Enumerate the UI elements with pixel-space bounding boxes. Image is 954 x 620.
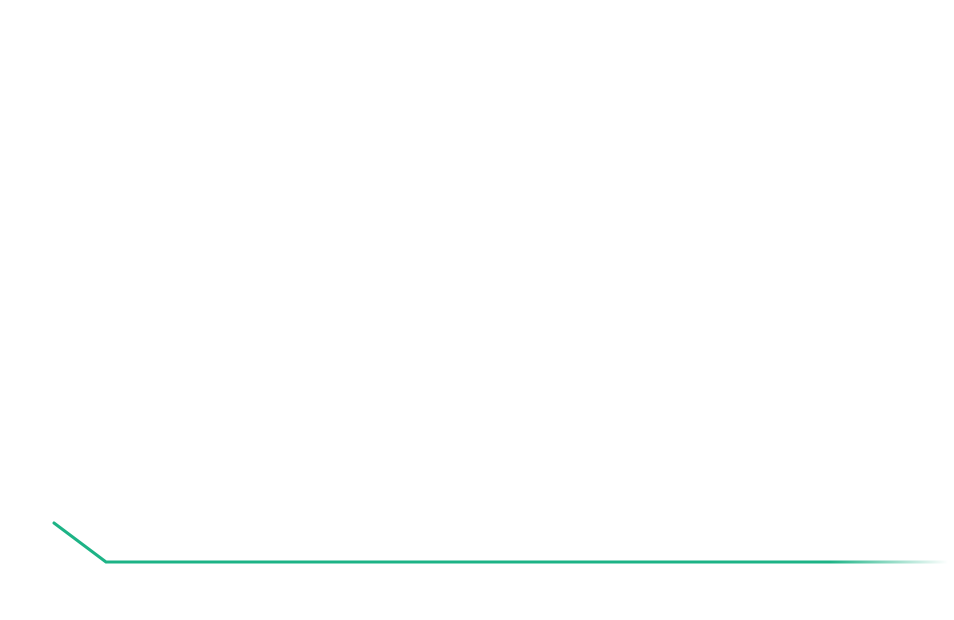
horizontal-line-segment	[106, 560, 948, 564]
corner-diagonal-segment	[52, 521, 108, 564]
